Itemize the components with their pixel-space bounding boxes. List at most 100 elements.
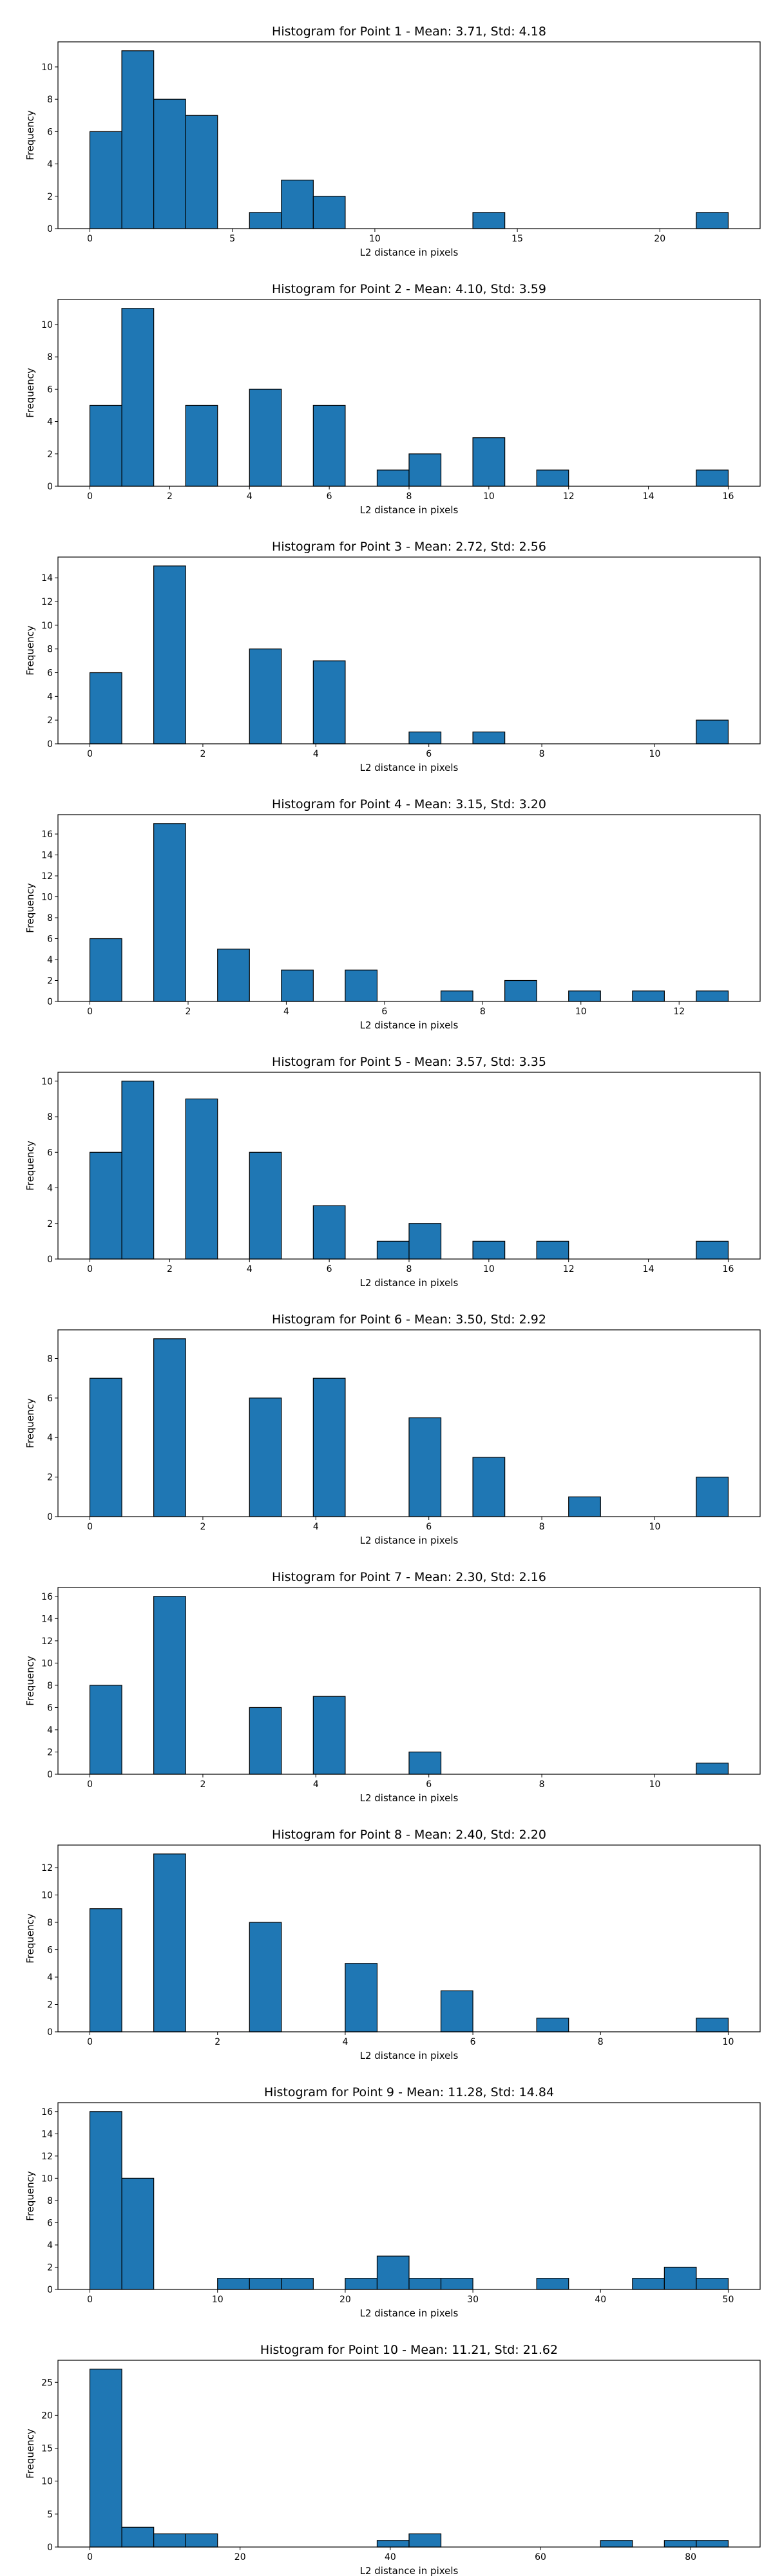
y-tick-label: 2 [47, 2262, 53, 2273]
y-tick-label: 0 [47, 2285, 53, 2295]
x-tick-label: 4 [313, 1522, 319, 1532]
x-tick-label: 80 [685, 2552, 696, 2562]
histogram-bar [153, 1853, 186, 2032]
y-tick-label: 10 [41, 1658, 53, 1669]
x-tick-label: 2 [186, 1007, 191, 1017]
x-tick-label: 60 [535, 2552, 546, 2562]
histogram-bar [89, 1378, 122, 1517]
histogram-bar [408, 1417, 442, 1517]
x-axis-label: L2 distance in pixels [360, 2307, 459, 2319]
y-tick-label: 8 [47, 1112, 53, 1122]
y-tick-label: 12 [41, 1863, 53, 1873]
chart-title: Histogram for Point 2 - Mean: 4.10, Std:… [272, 282, 546, 296]
y-tick-label: 10 [41, 893, 53, 903]
histogram-bar [249, 649, 282, 744]
x-tick-label: 14 [643, 1264, 654, 1274]
y-tick-label: 4 [47, 1725, 53, 1736]
x-axis-label: L2 distance in pixels [360, 2050, 459, 2061]
histogram-bar [281, 2278, 314, 2290]
plot-frame [57, 1587, 761, 1775]
histogram-bar [89, 672, 122, 744]
histogram-bar [696, 1240, 729, 1260]
histogram-bar [281, 969, 314, 1002]
x-tick-label: 6 [327, 1264, 332, 1274]
y-tick-label: 16 [41, 1592, 53, 1602]
y-tick-label: 10 [41, 1077, 53, 1087]
histogram-bar [472, 1240, 506, 1260]
y-axis-label: Frequency [24, 2171, 36, 2221]
y-tick-label: 8 [47, 1918, 53, 1928]
y-tick-label: 6 [47, 384, 53, 395]
x-tick-label: 0 [87, 2037, 93, 2047]
plot-frame [57, 2102, 761, 2290]
y-tick-label: 6 [47, 1394, 53, 1404]
y-tick-label: 2 [47, 1473, 53, 1483]
x-tick-label: 20 [654, 234, 665, 244]
y-axis-label: Frequency [24, 1913, 36, 1964]
histogram-bar [376, 2255, 410, 2290]
histogram-panel-5: Histogram for Point 5 - Mean: 3.57, Std:… [24, 1055, 761, 1289]
y-tick-label: 6 [47, 934, 53, 945]
histogram-bar [312, 1696, 346, 1775]
histogram-bar [312, 196, 346, 229]
histogram-bar [536, 1240, 569, 1260]
y-tick-label: 16 [41, 2107, 53, 2117]
y-tick-label: 14 [41, 2129, 53, 2139]
x-tick-label: 4 [247, 491, 253, 502]
x-tick-label: 12 [673, 1007, 685, 1017]
histogram-bar [153, 565, 186, 744]
y-tick-label: 10 [41, 621, 53, 631]
histogram-bar [408, 453, 442, 487]
histogram-bar [408, 1751, 442, 1775]
x-tick-label: 10 [575, 1007, 587, 1017]
x-tick-label: 2 [200, 1522, 205, 1532]
y-tick-label: 4 [47, 692, 53, 702]
histogram-bar [249, 1397, 282, 1517]
y-tick-label: 4 [47, 160, 53, 170]
y-axis-label: Frequency [24, 625, 36, 676]
y-tick-label: 6 [47, 1148, 53, 1158]
x-tick-label: 8 [539, 749, 545, 759]
y-tick-label: 5 [47, 2510, 53, 2520]
x-tick-label: 6 [426, 749, 432, 759]
x-tick-label: 0 [87, 2552, 93, 2562]
x-tick-label: 15 [511, 234, 523, 244]
histogram-bar [696, 469, 729, 487]
y-tick-label: 2 [47, 976, 53, 987]
x-tick-label: 2 [200, 749, 205, 759]
y-tick-label: 0 [47, 997, 53, 1007]
x-tick-label: 50 [723, 2295, 734, 2305]
x-tick-label: 6 [381, 1007, 387, 1017]
x-tick-label: 10 [483, 491, 495, 502]
histogram-bar [185, 115, 218, 229]
y-tick-label: 10 [41, 320, 53, 330]
histogram-bar [376, 1240, 410, 1260]
x-tick-label: 14 [643, 491, 654, 502]
y-tick-label: 0 [47, 1770, 53, 1780]
histogram-bar [663, 2540, 697, 2548]
histogram-bar [153, 1596, 186, 1775]
y-tick-label: 0 [47, 224, 53, 234]
histogram-panel-2: Histogram for Point 2 - Mean: 4.10, Std:… [24, 282, 761, 516]
y-tick-label: 4 [47, 1973, 53, 1983]
y-tick-label: 15 [41, 2444, 53, 2454]
chart-title: Histogram for Point 6 - Mean: 3.50, Std:… [272, 1312, 546, 1327]
y-tick-label: 8 [47, 95, 53, 105]
histogram-bar [249, 1151, 282, 1260]
x-tick-label: 0 [87, 1779, 93, 1790]
y-tick-label: 8 [47, 2196, 53, 2206]
histogram-bar [696, 2540, 729, 2548]
histogram-bar [89, 1151, 122, 1260]
histogram-bar [472, 731, 506, 744]
y-tick-label: 2 [47, 2000, 53, 2011]
y-tick-label: 0 [47, 2543, 53, 2553]
x-axis-label: L2 distance in pixels [360, 1277, 459, 1289]
histogram-bar [153, 99, 186, 229]
y-tick-label: 10 [41, 62, 53, 73]
histogram-bar [472, 437, 506, 487]
y-tick-label: 2 [47, 450, 53, 460]
chart-title: Histogram for Point 4 - Mean: 3.15, Std:… [272, 797, 546, 811]
histogram-bar [249, 1922, 282, 2032]
x-tick-label: 16 [723, 491, 734, 502]
